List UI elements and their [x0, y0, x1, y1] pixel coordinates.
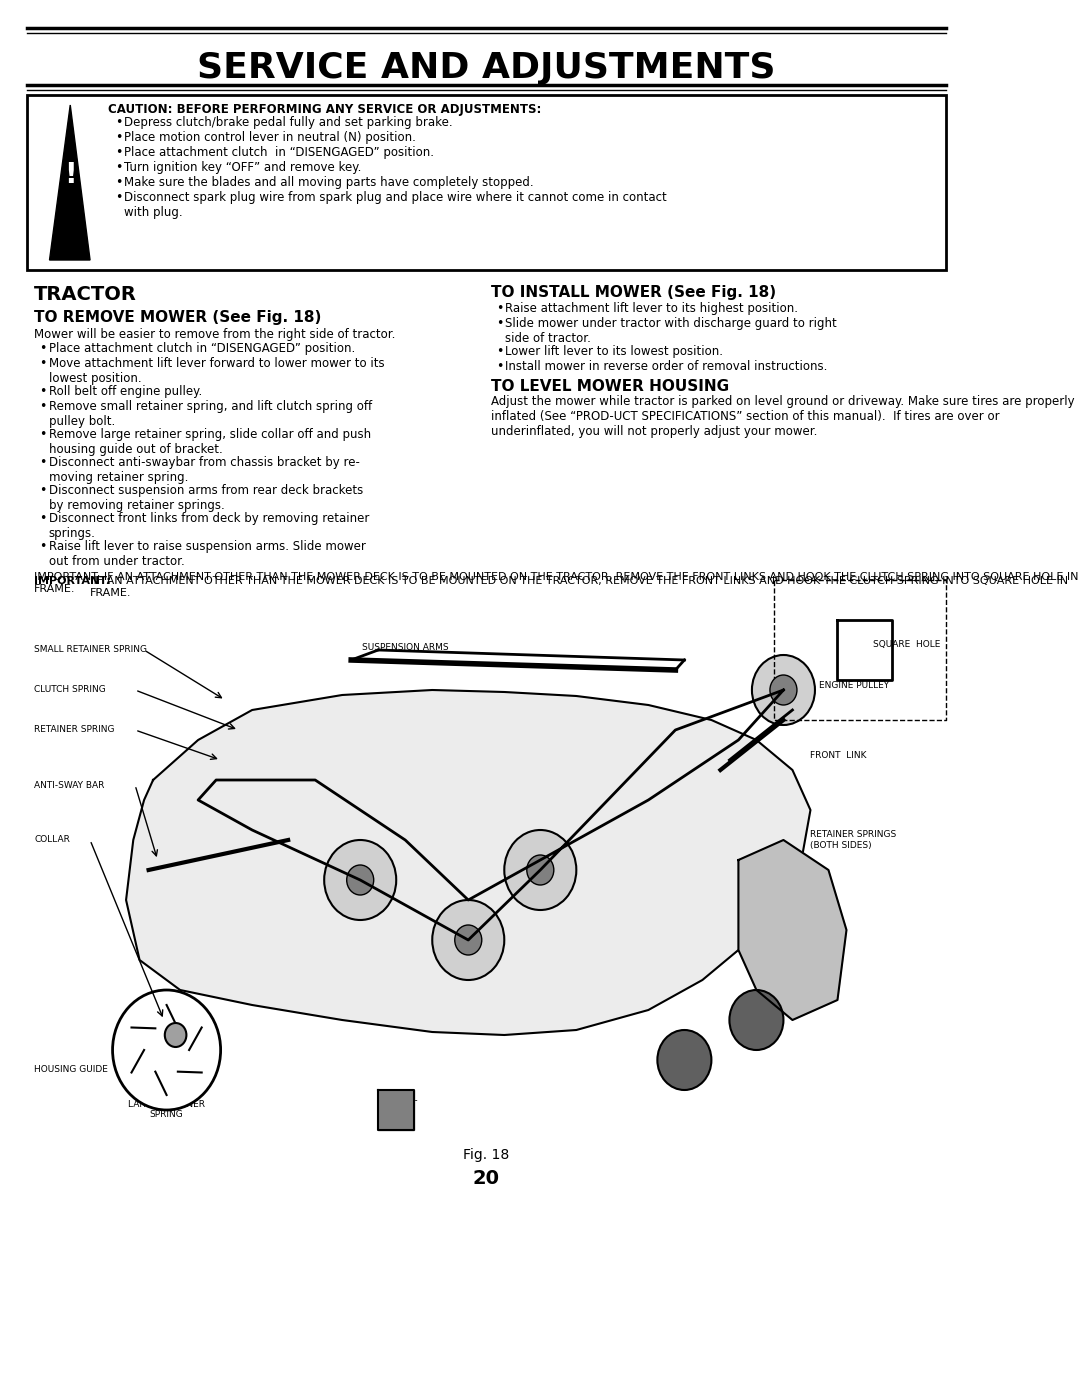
Text: Raise lift lever to raise suspension arms. Slide mower
out from under tractor.: Raise lift lever to raise suspension arm…	[49, 541, 365, 569]
Text: Remove large retainer spring, slide collar off and push
housing guide out of bra: Remove large retainer spring, slide coll…	[49, 427, 370, 455]
Polygon shape	[739, 840, 847, 1020]
Text: Mower will be easier to remove from the right side of tractor.: Mower will be easier to remove from the …	[35, 328, 395, 341]
Text: SQUARE  HOLE: SQUARE HOLE	[874, 640, 941, 650]
Circle shape	[527, 855, 554, 886]
Text: ANTI-SWAY BAR: ANTI-SWAY BAR	[35, 781, 105, 789]
Circle shape	[112, 990, 220, 1111]
Text: •: •	[496, 345, 503, 358]
Text: •: •	[40, 358, 48, 370]
Text: HOUSING GUIDE: HOUSING GUIDE	[35, 1066, 108, 1074]
Text: IF AN ATTACHMENT OTHER THAN THE MOWER DECK IS TO BE MOUNTED ON THE TRACTOR, REMO: IF AN ATTACHMENT OTHER THAN THE MOWER DE…	[90, 576, 1068, 598]
Text: •: •	[116, 147, 123, 159]
Text: •: •	[40, 386, 48, 398]
Text: CAUTION: BEFORE PERFORMING ANY SERVICE OR ADJUSTMENTS:: CAUTION: BEFORE PERFORMING ANY SERVICE O…	[108, 103, 541, 116]
Text: Place motion control lever in neutral (N) position.: Place motion control lever in neutral (N…	[124, 131, 416, 144]
Text: Lower lift lever to its lowest position.: Lower lift lever to its lowest position.	[505, 345, 724, 358]
Text: IMPORTANT: IF AN ATTACHMENT OTHER THAN THE MOWER DECK IS TO BE MOUNTED ON THE TR: IMPORTANT: IF AN ATTACHMENT OTHER THAN T…	[35, 571, 1079, 594]
Text: Turn ignition key “OFF” and remove key.: Turn ignition key “OFF” and remove key.	[124, 161, 362, 175]
Text: IMPORTANT:: IMPORTANT:	[35, 576, 111, 585]
Text: •: •	[496, 360, 503, 373]
Text: Adjust the mower while tractor is parked on level ground or driveway. Make sure : Adjust the mower while tractor is parked…	[490, 395, 1075, 439]
Text: •: •	[40, 511, 48, 525]
Text: ENGINE PULLEY: ENGINE PULLEY	[820, 680, 890, 690]
Circle shape	[752, 655, 815, 725]
Text: !: !	[64, 161, 77, 189]
Text: •: •	[496, 317, 503, 330]
Text: •: •	[40, 427, 48, 441]
Text: Disconnect suspension arms from rear deck brackets
by removing retainer springs.: Disconnect suspension arms from rear dec…	[49, 483, 363, 511]
Text: FRONT  LINK: FRONT LINK	[810, 750, 867, 760]
Circle shape	[165, 1023, 187, 1046]
Text: Disconnect front links from deck by removing retainer
springs.: Disconnect front links from deck by remo…	[49, 511, 369, 541]
Text: •: •	[40, 483, 48, 497]
Text: SERVICE AND ADJUSTMENTS: SERVICE AND ADJUSTMENTS	[197, 52, 775, 85]
Circle shape	[504, 830, 577, 909]
Text: Remove small retainer spring, and lift clutch spring off
pulley bolt.: Remove small retainer spring, and lift c…	[49, 400, 372, 427]
Text: TO REMOVE MOWER (See Fig. 18): TO REMOVE MOWER (See Fig. 18)	[35, 310, 322, 326]
Text: RETAINER SPRING: RETAINER SPRING	[35, 725, 114, 735]
Text: Raise attachment lift lever to its highest position.: Raise attachment lift lever to its highe…	[505, 302, 798, 314]
Text: •: •	[116, 191, 123, 204]
Text: Disconnect anti-swaybar from chassis bracket by re-
moving retainer spring.: Disconnect anti-swaybar from chassis bra…	[49, 455, 360, 483]
Text: •: •	[40, 541, 48, 553]
Text: 20: 20	[473, 1168, 500, 1187]
Text: TO INSTALL MOWER (See Fig. 18): TO INSTALL MOWER (See Fig. 18)	[490, 285, 775, 300]
Circle shape	[770, 675, 797, 705]
Text: •: •	[40, 455, 48, 469]
Polygon shape	[126, 690, 810, 1035]
Text: CLUTCH SPRING: CLUTCH SPRING	[35, 686, 106, 694]
Circle shape	[432, 900, 504, 981]
Text: •: •	[40, 342, 48, 355]
Polygon shape	[378, 1090, 415, 1130]
Text: RETAINER SPRINGS
(BOTH SIDES): RETAINER SPRINGS (BOTH SIDES)	[810, 830, 896, 849]
Circle shape	[455, 925, 482, 956]
Text: SMALL RETAINER SPRING: SMALL RETAINER SPRING	[35, 645, 147, 655]
Polygon shape	[50, 105, 90, 260]
Text: LARGE RETAINER
SPRING: LARGE RETAINER SPRING	[129, 1099, 205, 1119]
Text: TO LEVEL MOWER HOUSING: TO LEVEL MOWER HOUSING	[490, 379, 729, 394]
Circle shape	[347, 865, 374, 895]
Text: Place attachment clutch  in “DISENGAGED” position.: Place attachment clutch in “DISENGAGED” …	[124, 147, 434, 159]
Text: •: •	[40, 400, 48, 414]
Text: Slide mower under tractor with discharge guard to right
side of tractor.: Slide mower under tractor with discharge…	[505, 317, 837, 345]
Circle shape	[729, 990, 783, 1051]
Text: Make sure the blades and all moving parts have completely stopped.: Make sure the blades and all moving part…	[124, 176, 534, 189]
Text: Place attachment clutch in “DISENGAGED” position.: Place attachment clutch in “DISENGAGED” …	[49, 342, 355, 355]
Text: Fig. 18: Fig. 18	[463, 1148, 510, 1162]
Text: Install mower in reverse order of removal instructions.: Install mower in reverse order of remova…	[505, 360, 827, 373]
Text: •: •	[116, 131, 123, 144]
Text: •: •	[116, 161, 123, 175]
Text: Roll belt off engine pulley.: Roll belt off engine pulley.	[49, 386, 202, 398]
Text: •: •	[116, 176, 123, 189]
Text: COLLAR: COLLAR	[35, 835, 70, 845]
Text: TRACTOR: TRACTOR	[35, 285, 137, 305]
FancyBboxPatch shape	[27, 95, 945, 270]
Text: BRACKET: BRACKET	[376, 1099, 417, 1109]
Circle shape	[658, 1030, 712, 1090]
Text: •: •	[496, 302, 503, 314]
Text: Depress clutch/brake pedal fully and set parking brake.: Depress clutch/brake pedal fully and set…	[124, 116, 453, 129]
Text: SUSPENSION ARMS: SUSPENSION ARMS	[362, 644, 448, 652]
Text: Move attachment lift lever forward to lower mower to its
lowest position.: Move attachment lift lever forward to lo…	[49, 358, 384, 386]
Text: Disconnect spark plug wire from spark plug and place wire where it cannot come i: Disconnect spark plug wire from spark pl…	[124, 191, 667, 219]
Text: •: •	[116, 116, 123, 129]
Circle shape	[324, 840, 396, 921]
